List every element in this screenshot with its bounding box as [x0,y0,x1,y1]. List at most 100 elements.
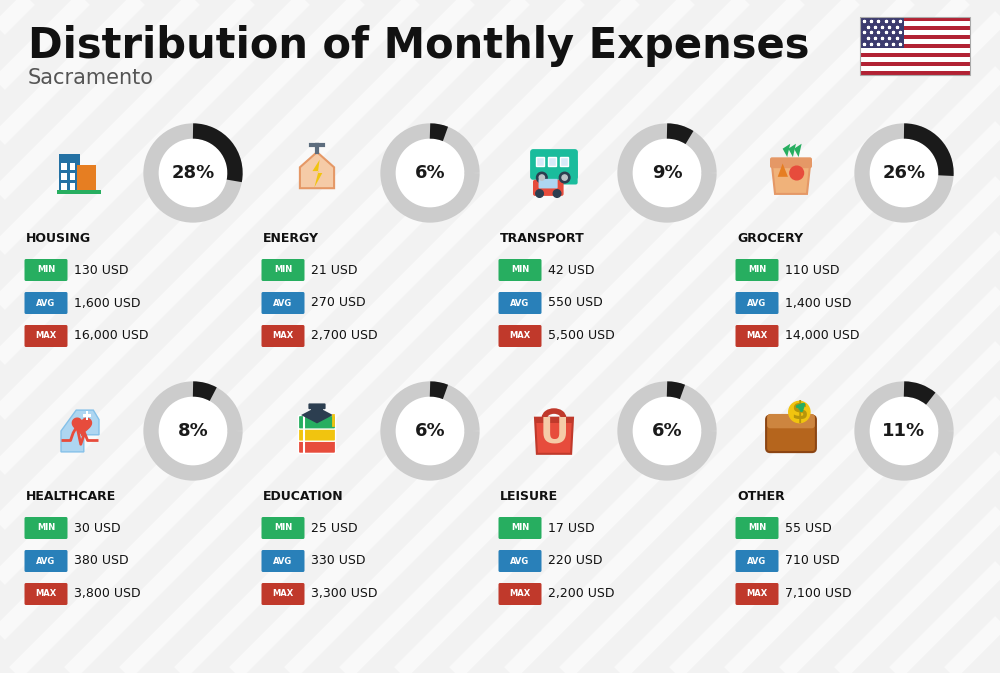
Text: 220 USD: 220 USD [548,555,602,567]
Text: AVG: AVG [36,299,56,308]
FancyBboxPatch shape [298,427,336,441]
Text: 30 USD: 30 USD [74,522,121,534]
FancyBboxPatch shape [860,44,970,48]
FancyBboxPatch shape [298,439,336,454]
FancyBboxPatch shape [70,173,75,180]
Circle shape [394,137,466,209]
Text: LEISURE: LEISURE [500,489,558,503]
Circle shape [158,137,228,209]
Text: AVG: AVG [510,299,530,308]
Polygon shape [301,406,333,423]
Text: 110 USD: 110 USD [785,264,840,277]
Circle shape [394,396,466,466]
FancyBboxPatch shape [860,52,970,57]
FancyBboxPatch shape [86,411,88,419]
Polygon shape [61,410,99,452]
FancyBboxPatch shape [262,259,304,281]
Circle shape [632,396,702,466]
FancyBboxPatch shape [311,407,323,417]
Text: 130 USD: 130 USD [74,264,128,277]
FancyBboxPatch shape [736,259,778,281]
FancyBboxPatch shape [70,183,75,190]
Text: U: U [539,416,569,450]
Text: MIN: MIN [748,524,766,532]
FancyBboxPatch shape [498,517,542,539]
Polygon shape [794,144,802,157]
Circle shape [868,396,940,466]
FancyBboxPatch shape [298,415,336,429]
Text: AVG: AVG [273,299,293,308]
FancyBboxPatch shape [24,325,68,347]
Text: 8%: 8% [178,422,208,440]
FancyBboxPatch shape [24,583,68,605]
FancyBboxPatch shape [736,325,778,347]
Circle shape [559,172,570,183]
Circle shape [868,137,940,209]
FancyBboxPatch shape [766,416,816,452]
FancyBboxPatch shape [860,30,970,35]
FancyBboxPatch shape [24,550,68,572]
Text: 710 USD: 710 USD [785,555,840,567]
Text: MIN: MIN [274,524,292,532]
Circle shape [632,137,702,209]
FancyBboxPatch shape [860,35,970,39]
FancyBboxPatch shape [498,292,542,314]
Text: Sacramento: Sacramento [28,68,154,88]
FancyBboxPatch shape [539,179,558,188]
FancyBboxPatch shape [533,180,564,196]
FancyBboxPatch shape [77,165,96,192]
FancyBboxPatch shape [860,17,904,48]
Text: 6%: 6% [652,422,682,440]
Polygon shape [778,164,788,177]
Circle shape [539,175,544,180]
FancyBboxPatch shape [61,163,67,170]
Text: MAX: MAX [746,590,768,598]
FancyBboxPatch shape [860,17,970,22]
Text: 380 USD: 380 USD [74,555,129,567]
FancyBboxPatch shape [736,583,778,605]
Polygon shape [535,418,573,454]
Text: 330 USD: 330 USD [311,555,366,567]
Text: EDUCATION: EDUCATION [263,489,344,503]
FancyBboxPatch shape [262,292,304,314]
FancyBboxPatch shape [860,39,970,44]
Text: MIN: MIN [511,266,529,275]
FancyBboxPatch shape [767,414,815,428]
FancyBboxPatch shape [535,417,573,423]
FancyBboxPatch shape [70,163,75,170]
FancyBboxPatch shape [736,517,778,539]
FancyBboxPatch shape [860,66,970,71]
Text: AVG: AVG [747,557,767,565]
Text: AVG: AVG [273,557,293,565]
Text: 26%: 26% [882,164,926,182]
FancyBboxPatch shape [57,190,101,194]
FancyBboxPatch shape [83,415,91,417]
FancyBboxPatch shape [262,325,304,347]
Text: MAX: MAX [35,590,57,598]
FancyBboxPatch shape [860,57,970,62]
FancyBboxPatch shape [860,26,970,30]
Text: 25 USD: 25 USD [311,522,358,534]
Text: 7,100 USD: 7,100 USD [785,588,852,600]
Circle shape [537,172,547,183]
Text: AVG: AVG [36,557,56,565]
Text: $: $ [791,400,808,424]
Circle shape [790,166,804,180]
FancyBboxPatch shape [530,149,578,180]
Circle shape [789,401,810,423]
FancyBboxPatch shape [860,71,970,75]
Text: 3,800 USD: 3,800 USD [74,588,141,600]
FancyBboxPatch shape [736,292,778,314]
FancyBboxPatch shape [560,157,568,166]
Text: 6%: 6% [415,422,445,440]
Text: HEALTHCARE: HEALTHCARE [26,489,116,503]
FancyBboxPatch shape [536,157,544,166]
Text: MIN: MIN [748,266,766,275]
Text: 17 USD: 17 USD [548,522,595,534]
Circle shape [562,175,567,180]
FancyBboxPatch shape [61,173,67,180]
FancyBboxPatch shape [498,583,542,605]
FancyBboxPatch shape [24,292,68,314]
Text: 55 USD: 55 USD [785,522,832,534]
FancyBboxPatch shape [736,550,778,572]
